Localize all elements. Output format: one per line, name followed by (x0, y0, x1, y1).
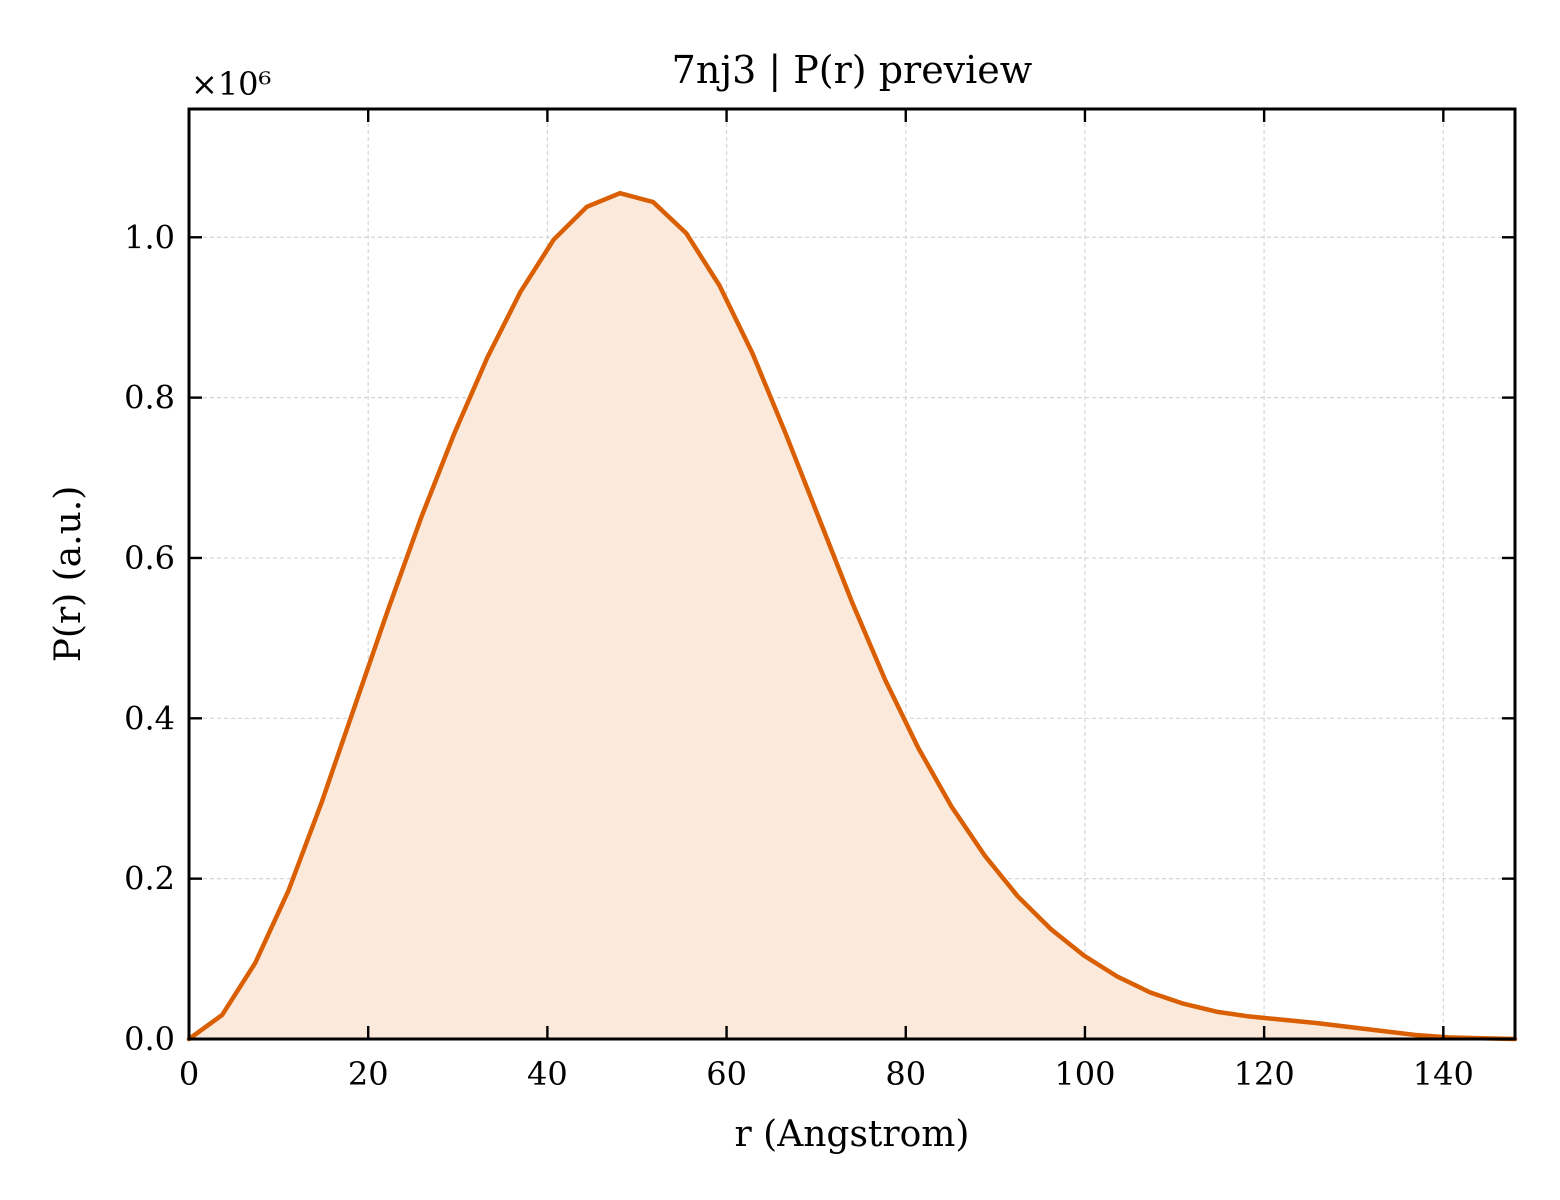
tick-labels: 0 20 40 60 80 100 120 140 0.0 0.2 0.4 0.6 0.8 1.0 (124, 218, 1474, 1093)
y-tick-label: 0.2 (124, 860, 175, 898)
x-tick-label: 80 (885, 1055, 926, 1093)
series-line (186, 190, 1518, 1042)
series-area-fill (189, 193, 1515, 1039)
x-tick-label: 20 (348, 1055, 389, 1093)
x-tick-label: 40 (527, 1055, 568, 1093)
x-axis-label: r (Angstrom) (735, 1114, 970, 1155)
plot-frame (187, 107, 1517, 1041)
y-multiplier-label: ×10⁶ (191, 65, 271, 103)
y-tick-label: 0.4 (124, 699, 175, 737)
y-tick-label: 0.6 (124, 539, 175, 577)
x-tick-label: 140 (1413, 1055, 1474, 1093)
x-tick-label: 120 (1234, 1055, 1295, 1093)
line-layer (186, 190, 1518, 1042)
y-tick-label: 0.8 (124, 379, 175, 417)
y-axis-label: P(r) (a.u.) (48, 486, 89, 663)
x-tick-label: 100 (1054, 1055, 1115, 1093)
ticks (187, 109, 1515, 1041)
y-tick-label: 1.0 (124, 218, 175, 256)
area-layer (189, 193, 1515, 1039)
y-tick-label: 0.0 (124, 1020, 175, 1058)
x-tick-label: 60 (706, 1055, 747, 1093)
x-tick-label: 0 (179, 1055, 199, 1093)
chart-title: 7nj3 | P(r) preview (672, 48, 1033, 92)
